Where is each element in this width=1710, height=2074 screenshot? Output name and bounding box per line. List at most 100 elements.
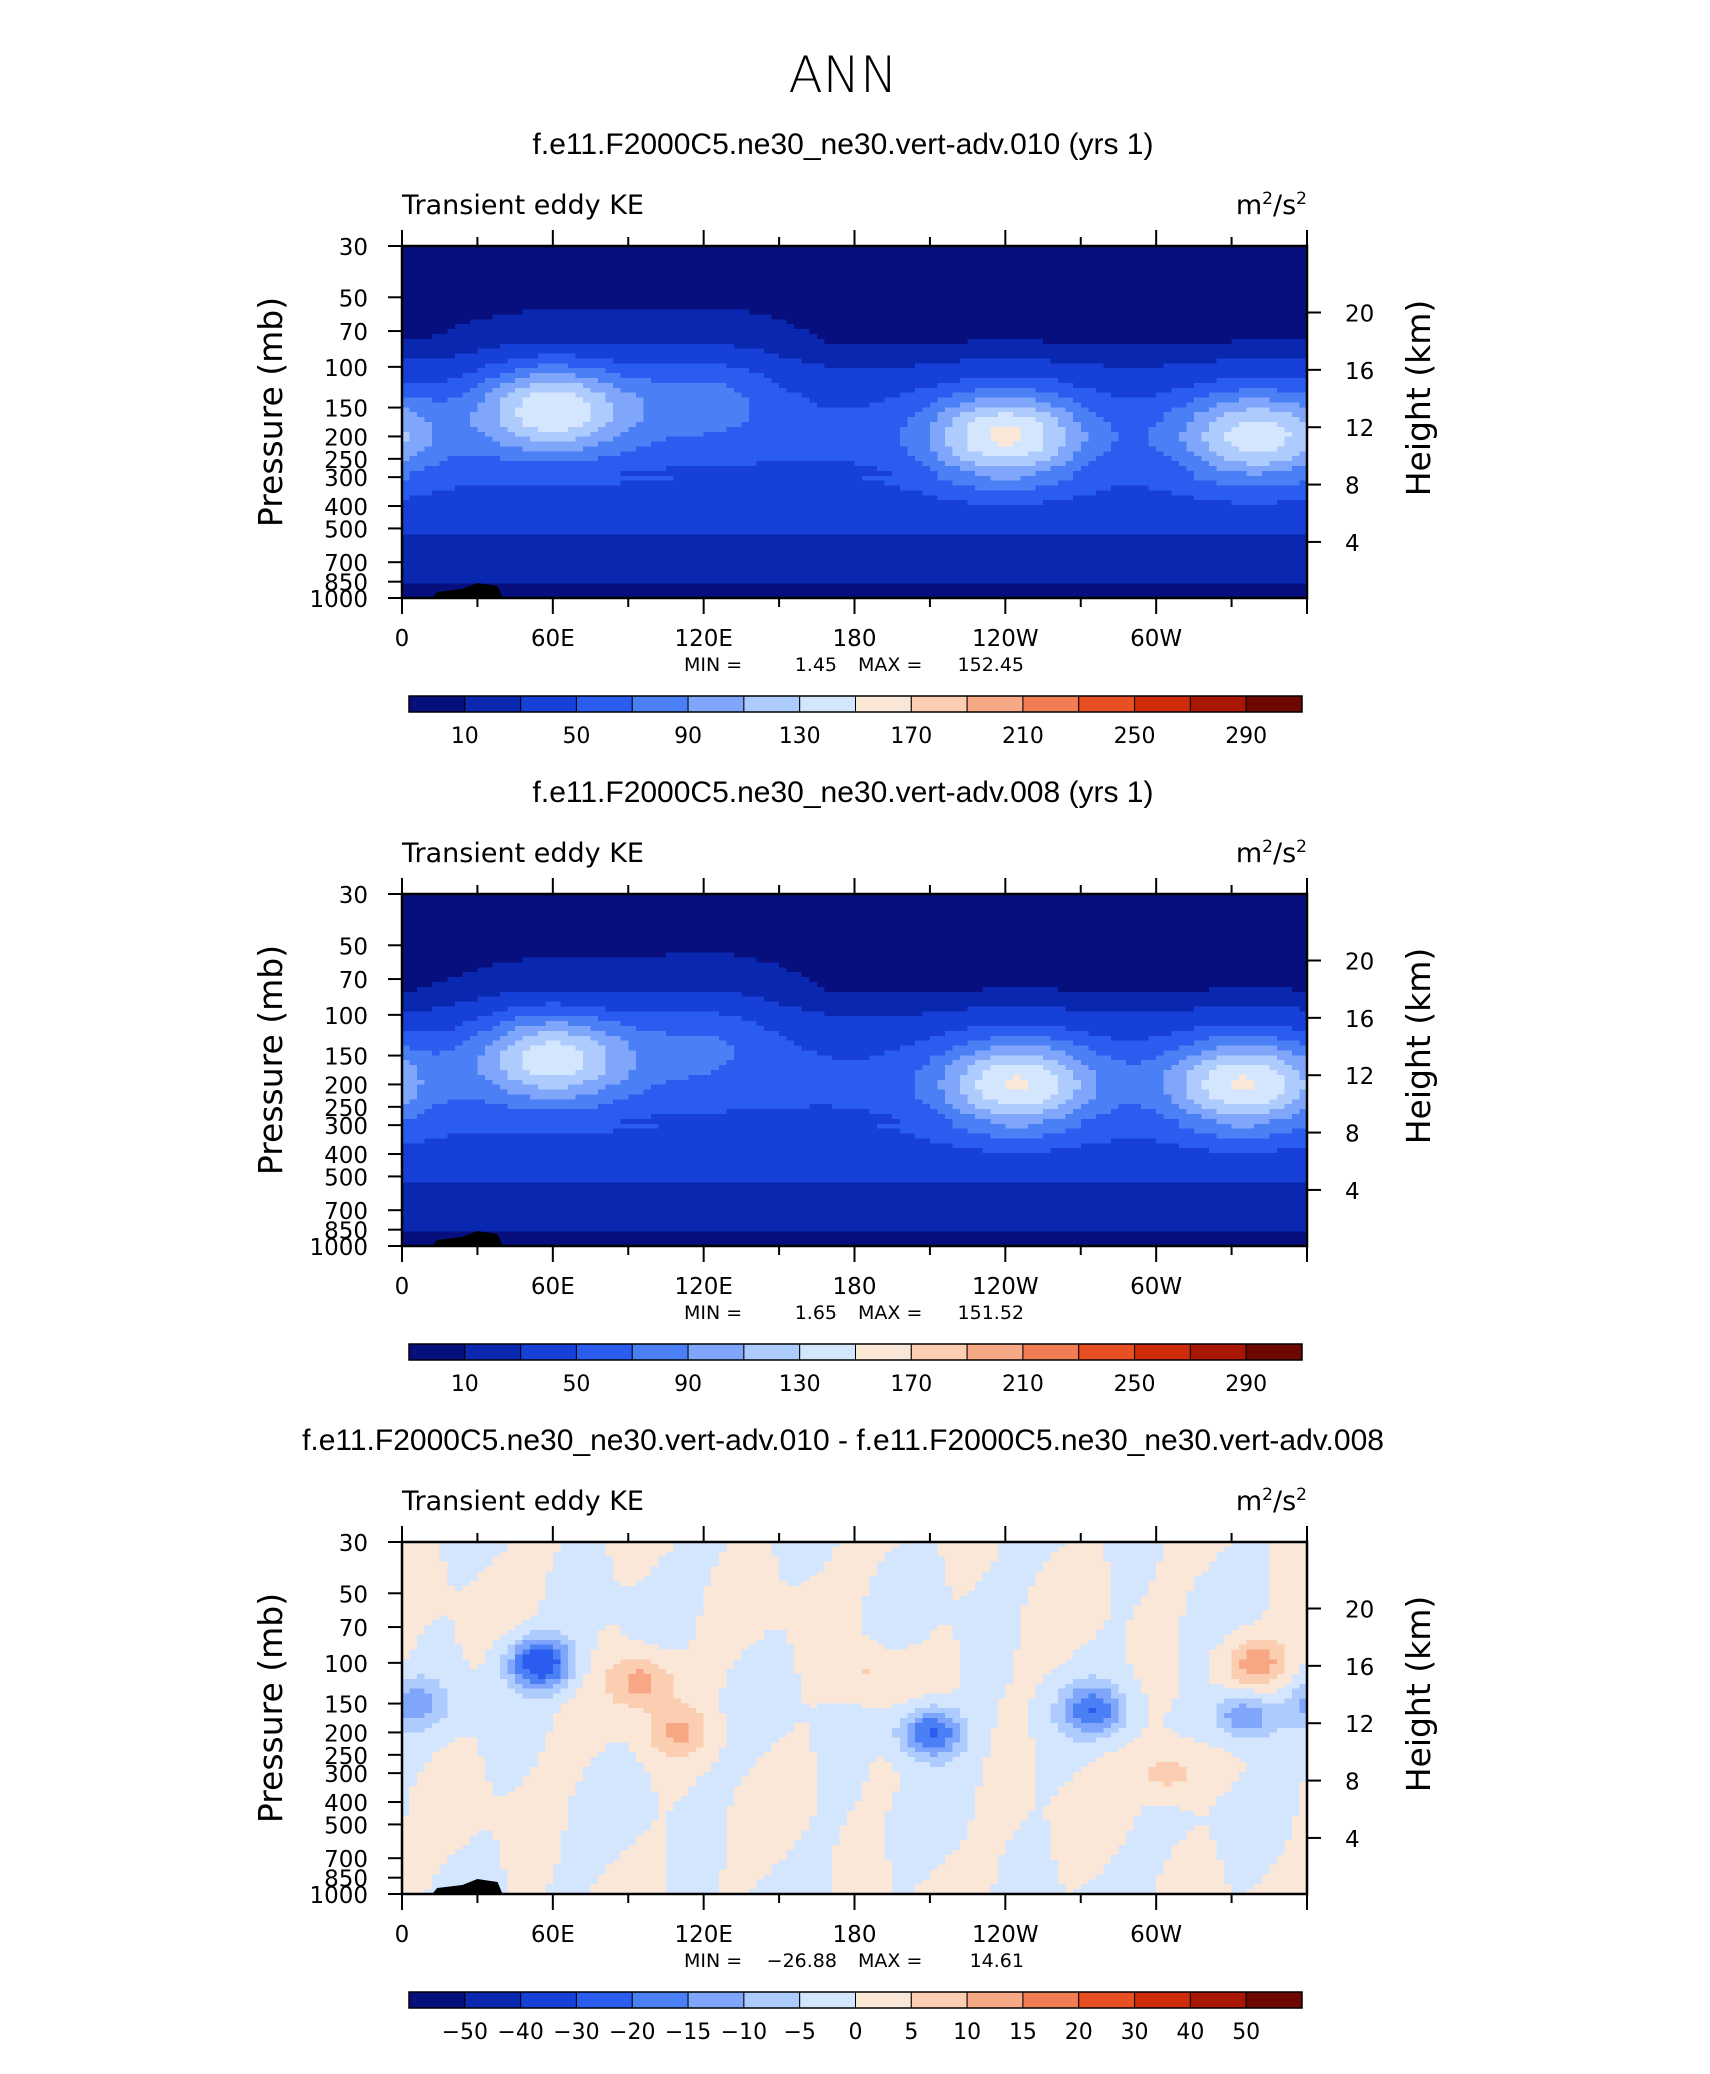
field-cell (1299, 412, 1308, 418)
field-cell (733, 392, 742, 399)
field-cell (658, 246, 667, 252)
field-cell (537, 431, 546, 438)
field-cell (1201, 422, 1210, 428)
field-cell (1193, 402, 1203, 408)
field-cell (1246, 358, 1255, 364)
field-cell (469, 329, 479, 335)
field-cell (899, 402, 908, 408)
field-cell (711, 417, 720, 423)
field-cell (673, 373, 682, 379)
field-cell (469, 260, 479, 267)
field-cell (635, 275, 644, 281)
field-cell (500, 343, 509, 350)
field-cell (952, 378, 961, 384)
field-cell (967, 387, 976, 394)
field-cell (733, 378, 742, 384)
field-cell (432, 319, 441, 325)
field-cell (462, 314, 471, 320)
field-cell (605, 338, 614, 345)
field-cell (907, 368, 916, 374)
field-cell (643, 382, 652, 389)
field-cell (484, 353, 494, 360)
field-cell (1133, 280, 1142, 286)
field-cell (914, 412, 923, 418)
field-cell (409, 265, 418, 272)
field-cell (929, 417, 939, 423)
field-cell (1141, 250, 1150, 257)
field-cell (733, 348, 742, 355)
field-cell (990, 358, 999, 364)
field-cell (1239, 270, 1248, 276)
field-cell (922, 309, 931, 316)
field-cell (1141, 334, 1150, 340)
field-cell (492, 255, 501, 262)
field-cell (583, 382, 592, 389)
field-cell (831, 343, 841, 350)
field-cell (801, 299, 810, 306)
field-cell (960, 382, 969, 389)
field-cell (537, 329, 546, 335)
field-cell (1050, 275, 1059, 281)
field-cell (665, 368, 675, 374)
field-cell (681, 422, 690, 428)
field-cell (658, 334, 667, 340)
field-cell (1224, 363, 1233, 369)
field-cell (643, 246, 652, 252)
field-cell (997, 417, 1006, 423)
field-cell (424, 378, 433, 384)
field-cell (545, 250, 554, 257)
field-cell (703, 290, 712, 296)
field-cell (530, 319, 539, 325)
field-cell (658, 412, 667, 418)
field-cell (794, 382, 803, 389)
field-cell (1254, 260, 1263, 267)
field-cell (816, 250, 825, 257)
field-cell (1216, 290, 1225, 296)
field-cell (899, 343, 908, 350)
field-cell (1012, 270, 1022, 276)
field-cell (484, 265, 494, 272)
field-cell (598, 358, 607, 364)
field-cell (1110, 431, 1120, 438)
field-cell (1095, 441, 1104, 448)
field-cell (1276, 412, 1285, 418)
field-cell (665, 280, 675, 286)
field-cell (1118, 329, 1127, 335)
field-cell (779, 441, 788, 448)
field-cell (877, 334, 886, 340)
field-cell (831, 294, 841, 301)
field-cell (786, 314, 795, 320)
field-cell (922, 378, 931, 384)
field-cell (590, 422, 599, 428)
field-cell (1224, 368, 1233, 374)
field-cell (1231, 285, 1240, 291)
field-cell (1103, 358, 1112, 364)
field-cell (583, 255, 592, 262)
field-cell (424, 319, 433, 325)
field-cell (1118, 299, 1127, 306)
field-cell (1020, 309, 1029, 316)
field-cell (681, 441, 690, 448)
field-cell (877, 412, 886, 418)
field-cell (846, 348, 856, 355)
field-cell (439, 338, 448, 345)
field-cell (764, 387, 773, 394)
field-cell (560, 378, 569, 384)
field-cell (598, 334, 607, 340)
field-cell (1269, 378, 1278, 384)
field-cell (1088, 358, 1097, 364)
field-cell (786, 319, 795, 325)
field-cell (402, 246, 411, 252)
field-cell (552, 363, 561, 369)
field-cell (620, 319, 629, 325)
field-cell (839, 260, 848, 267)
field-cell (1163, 255, 1172, 262)
field-cell (929, 270, 939, 276)
field-cell (922, 324, 931, 330)
field-cell (688, 285, 697, 291)
field-cell (560, 290, 569, 296)
field-cell (824, 446, 833, 452)
field-cell (613, 343, 622, 350)
field-cell (447, 446, 456, 452)
field-cell (733, 426, 742, 433)
